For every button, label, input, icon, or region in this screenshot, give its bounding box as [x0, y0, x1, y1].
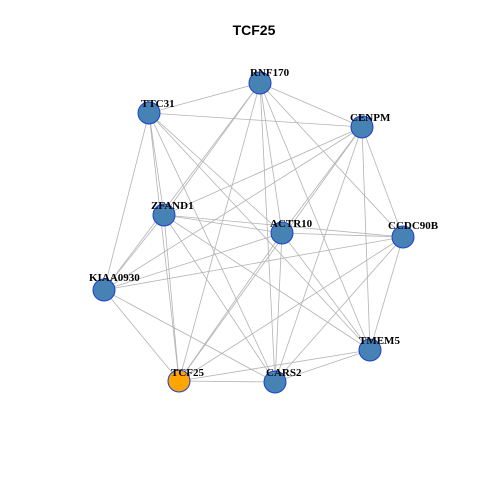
edge-zfand1-tmem5 — [163, 214, 371, 351]
labels-layer: RNF170 TTC31 CENPM ZFAND1 ACTR10 CCDC90B KIAA0… — [89, 67, 439, 379]
edge-cenpm-kiaa0930 — [103, 126, 363, 291]
node-label-kiaa0930: KIAA0930 — [89, 272, 140, 284]
node-actr10[interactable] — [270, 221, 294, 245]
edge-ttc31-actr10 — [148, 112, 283, 234]
node-label-tmem5: TMEM5 — [359, 335, 400, 347]
graph-title: TCF25 — [233, 22, 276, 38]
edge-ccdc90b-cars2 — [274, 236, 404, 383]
node-ccdc90b[interactable] — [391, 225, 415, 249]
edge-cenpm-tcf25 — [178, 126, 363, 382]
nodes-layer — [92, 71, 415, 394]
node-label-tcf25: TCF25 — [171, 367, 205, 379]
node-label-ttc31: TTC31 — [141, 98, 175, 110]
node-ttc31[interactable] — [137, 101, 161, 125]
node-label-ccdc90b: CCDC90B — [388, 220, 439, 232]
node-label-rnf170: RNF170 — [250, 67, 290, 79]
edge-zfand1-cars2 — [163, 214, 276, 383]
edge-rnf170-cenpm — [259, 82, 363, 128]
node-zfand1[interactable] — [152, 203, 176, 227]
edge-ttc31-cenpm — [148, 112, 363, 128]
edge-zfand1-tcf25 — [163, 214, 180, 382]
node-cenpm[interactable] — [350, 115, 374, 139]
edge-rnf170-cars2 — [259, 82, 276, 383]
edge-actr10-cars2 — [274, 232, 283, 383]
edge-kiaa0930-cars2 — [103, 289, 276, 383]
edge-zfand1-actr10 — [163, 214, 283, 234]
edge-cenpm-actr10 — [281, 126, 363, 234]
node-tmem5[interactable] — [358, 338, 382, 362]
edge-ttc31-zfand1 — [148, 112, 165, 216]
edge-rnf170-tcf25 — [178, 82, 261, 382]
edge-kiaa0930-tcf25 — [103, 289, 180, 382]
node-label-zfand1: ZFAND1 — [151, 200, 194, 212]
edge-tcf25-cars2 — [178, 380, 276, 383]
node-label-actr10: ACTR10 — [270, 218, 313, 230]
edge-rnf170-kiaa0930 — [103, 82, 261, 291]
edge-zfand1-kiaa0930 — [103, 214, 165, 291]
edge-ccdc90b-kiaa0930 — [103, 236, 404, 291]
edge-cenpm-zfand1 — [163, 126, 363, 216]
node-tcf25[interactable] — [167, 369, 191, 393]
node-cars2[interactable] — [263, 370, 287, 394]
node-label-cenpm: CENPM — [350, 112, 391, 124]
edges-layer — [103, 82, 404, 383]
edge-actr10-tcf25 — [178, 232, 283, 382]
edge-rnf170-ttc31 — [148, 82, 261, 114]
edge-cenpm-cars2 — [274, 126, 363, 383]
edge-tmem5-tcf25 — [178, 349, 371, 382]
edge-ttc31-cars2 — [148, 112, 276, 383]
edge-rnf170-actr10 — [259, 82, 283, 234]
edge-actr10-tmem5 — [281, 232, 371, 351]
node-label-cars2: CARS2 — [266, 367, 302, 379]
edge-ttc31-tcf25 — [148, 112, 180, 382]
node-kiaa0930[interactable] — [92, 278, 116, 302]
edge-cenpm-ccdc90b — [361, 126, 404, 238]
edge-rnf170-ccdc90b — [259, 82, 404, 238]
edge-cenpm-tmem5 — [361, 126, 371, 351]
edge-rnf170-tmem5 — [259, 82, 371, 351]
node-rnf170[interactable] — [248, 71, 272, 95]
edge-actr10-ccdc90b — [281, 232, 404, 238]
edge-ccdc90b-tcf25 — [178, 236, 404, 382]
edge-tmem5-cars2 — [274, 349, 371, 383]
edge-rnf170-zfand1 — [163, 82, 261, 216]
edge-ccdc90b-tmem5 — [369, 236, 404, 351]
edge-ttc31-kiaa0930 — [103, 112, 150, 291]
edge-ttc31-tmem5 — [148, 112, 371, 351]
edge-actr10-kiaa0930 — [103, 232, 283, 291]
